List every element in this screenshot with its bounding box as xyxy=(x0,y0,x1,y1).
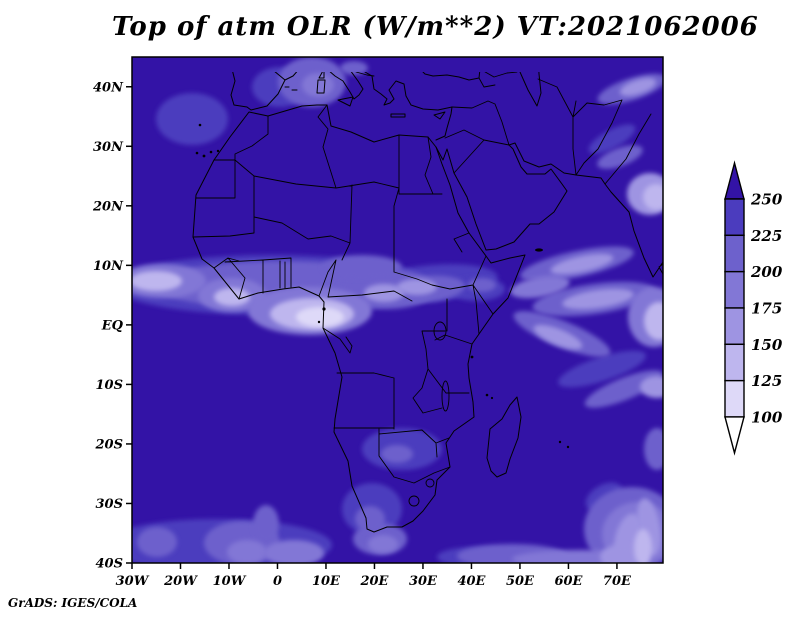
cloud-low-olr-blob xyxy=(643,184,663,210)
lake-victoria xyxy=(433,321,447,341)
cloud-low-olr-blob xyxy=(597,145,643,169)
europe-coastline xyxy=(230,72,542,141)
small-islands xyxy=(195,123,570,449)
colorbar-segment xyxy=(724,198,745,237)
lon-tick-label: 10E xyxy=(312,574,341,589)
cloud-low-olr-blob xyxy=(644,302,663,340)
cloud-low-olr-blob xyxy=(634,529,652,563)
colorbar: 250 225 200 175 150 125 100 xyxy=(724,160,783,456)
colorbar-lower-arrow xyxy=(724,416,745,456)
lat-tick-label: 40S xyxy=(96,557,123,572)
lat-tick-label: 40N xyxy=(93,80,124,95)
cloud-low-olr-blob xyxy=(132,271,182,291)
lake-malawi xyxy=(441,380,450,412)
africa-country-borders xyxy=(192,104,494,484)
cloud-low-olr-blob xyxy=(584,370,663,408)
colorbar-tick-label: 175 xyxy=(751,299,782,317)
lat-tick-label: 30S xyxy=(96,497,123,512)
map-plot-area: 30W 20W 10W 0 10E 20E 30E 40E 50E 60E 70E 40N 30N 20N… xyxy=(92,56,664,589)
cloud-low-olr-blob xyxy=(533,324,583,350)
cloud-low-olr-blob xyxy=(322,255,402,279)
colorbar-tick-label: 250 xyxy=(750,191,783,209)
colorbar-tick-label: 150 xyxy=(751,336,783,354)
colorbar-segment xyxy=(724,307,745,346)
colorbar-upper-arrow xyxy=(724,160,745,200)
cloud-low-olr-blob xyxy=(600,545,640,563)
madagascar-coastline xyxy=(486,396,522,478)
lon-tick-label: 60E xyxy=(554,574,583,589)
lat-tick-label: 10N xyxy=(93,259,124,274)
olr-shaded-field xyxy=(132,57,663,563)
lon-tick-label: 10W xyxy=(213,574,247,589)
cloud-low-olr-blob xyxy=(364,284,404,302)
grads-credit-label: GrADS: IGES/COLA xyxy=(8,596,138,610)
colorbar-tick-label: 200 xyxy=(750,263,783,281)
lon-tick-label: 30E xyxy=(409,574,438,589)
lon-tick-label: 40E xyxy=(457,574,486,589)
cloud-low-olr-blob xyxy=(340,61,368,75)
asia-country-borders xyxy=(355,72,652,185)
cloud-low-olr-blob xyxy=(253,505,279,543)
colorbar-segment xyxy=(724,270,745,309)
cloud-low-olr-blob xyxy=(619,78,657,96)
cloud-low-olr-blob xyxy=(368,535,398,553)
cloud-low-olr-blob xyxy=(137,527,177,557)
lon-tick-label: 20E xyxy=(359,574,389,589)
colorbar-segment xyxy=(724,379,745,418)
chart-title: Top of atm OLR (W/m**2) VT:2021062006 xyxy=(112,12,759,42)
lat-tick-label: 20S xyxy=(95,437,123,452)
colorbar-tick-label: 125 xyxy=(751,372,782,390)
lon-tick-label: 50E xyxy=(506,574,535,589)
cloud-low-olr-blob xyxy=(156,93,228,145)
cloud-low-olr-blob xyxy=(640,376,663,398)
cloud-low-olr-blob xyxy=(264,540,324,563)
axes: 30W 20W 10W 0 10E 20E 30E 40E 50E 60E 70E 40N 30N 20N… xyxy=(92,80,632,589)
cloud-low-olr-blob xyxy=(644,428,663,470)
colorbar-tick-label: 225 xyxy=(750,227,782,245)
cloud-low-olr-blob xyxy=(296,307,344,327)
lon-tick-label: 30W xyxy=(116,574,150,589)
lat-tick-label: 30N xyxy=(93,140,124,155)
cloud-low-olr-blob xyxy=(227,540,267,563)
cloud-low-olr-blob xyxy=(397,279,437,295)
lesotho-border xyxy=(408,495,420,507)
cloud-low-olr-blob xyxy=(550,253,614,275)
lakes xyxy=(408,321,450,507)
map-frame xyxy=(131,56,664,564)
cloud-low-olr-blob xyxy=(381,445,413,463)
cloud-low-olr-blob xyxy=(588,124,636,154)
colorbar-segment xyxy=(724,343,745,382)
cloud-low-olr-blob xyxy=(562,288,634,310)
colorbar-tick-label: 100 xyxy=(751,408,783,426)
lat-tick-label: 20N xyxy=(92,199,124,214)
cloud-low-olr-blob xyxy=(510,275,570,299)
lat-tick-label: EQ xyxy=(101,318,124,333)
lat-tick-label: 10S xyxy=(96,378,123,393)
colorbar-segment xyxy=(724,234,745,273)
lon-tick-label: 70E xyxy=(603,574,632,589)
lon-tick-label: 0 xyxy=(273,574,282,589)
cloud-low-olr-blob xyxy=(355,506,385,532)
lon-tick-label: 20W xyxy=(163,574,198,589)
cloud-low-olr-blob xyxy=(558,350,646,388)
swaziland-border xyxy=(425,478,435,488)
